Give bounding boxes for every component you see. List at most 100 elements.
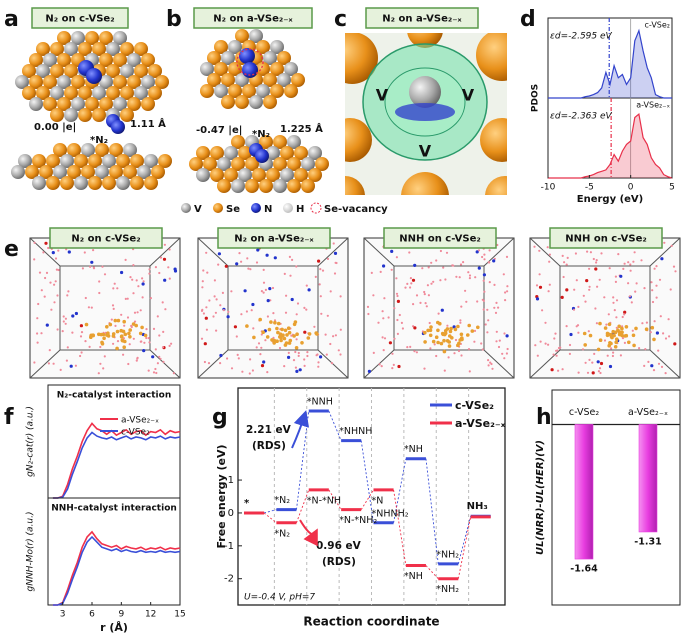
atom [181, 203, 191, 213]
molecule-dot [295, 265, 298, 268]
molecule-dot [271, 286, 275, 290]
molecule-dot [372, 294, 375, 297]
molecule-dot [290, 297, 294, 302]
catalyst-dot [294, 346, 299, 350]
atom [277, 51, 291, 65]
molecule-dot [42, 251, 45, 254]
molecule-dot [329, 342, 332, 346]
molecule-dot [585, 279, 589, 283]
atom [409, 76, 441, 108]
atom [200, 62, 214, 76]
atom [64, 42, 78, 56]
atom [120, 86, 134, 100]
molecule-dot [538, 249, 541, 252]
molecule-dot [650, 364, 654, 368]
catalyst-dot [285, 333, 289, 337]
molecule-dot [406, 282, 409, 285]
molecule-dot [156, 362, 159, 365]
annotation: U=-0.4 V, pH=7 [244, 593, 315, 603]
molecule-dot [214, 311, 217, 314]
atom [134, 86, 148, 100]
molecule-dot [88, 345, 91, 348]
molecule-dot [555, 354, 558, 357]
molecule-dot [611, 354, 615, 358]
molecule-dot [54, 280, 57, 283]
y-axis-label: UL(NRR)-UL(HER)(V) [535, 440, 546, 555]
catalyst-dot [115, 329, 120, 334]
atom [256, 40, 270, 54]
atom [64, 86, 78, 100]
molecule-dot [557, 346, 561, 350]
atom [345, 118, 372, 162]
molecule-dot [381, 310, 384, 313]
molecule-dot [36, 317, 39, 320]
molecule-dot [596, 360, 600, 364]
molecule-dot [54, 257, 58, 260]
molecule-dot [390, 268, 393, 271]
molecule-dot [653, 267, 656, 270]
atom [106, 42, 120, 56]
atom [345, 33, 378, 84]
molecule-dot [205, 328, 208, 331]
molecule-dot [33, 241, 36, 244]
level-connector [457, 516, 472, 565]
molecule-dot [321, 269, 325, 272]
catalyst-dot [279, 338, 283, 343]
catalyst-dot [89, 335, 93, 340]
molecule-dot [170, 342, 173, 345]
molecule-dot [396, 318, 399, 322]
legend-label: c-VSe₂ [121, 428, 150, 438]
molecule-dot [458, 276, 461, 279]
atom [252, 168, 266, 182]
molecule-dot [400, 321, 403, 324]
atom [53, 165, 67, 179]
molecule-dot [372, 351, 375, 354]
atom [231, 179, 245, 193]
molecule-dot [629, 269, 632, 272]
molecule-dot [141, 277, 144, 280]
molecule-dot [337, 349, 340, 352]
molecule-dot [133, 320, 137, 323]
catalyst-dot [97, 332, 101, 337]
catalyst-dot [448, 329, 453, 334]
x-tick-label: -5 [585, 183, 594, 193]
molecule-dot [409, 286, 412, 289]
atom [106, 86, 120, 100]
catalyst-dot [434, 335, 439, 340]
molecule-dot [629, 263, 632, 266]
molecule-dot [608, 267, 611, 270]
molecule-dot [98, 291, 101, 295]
atom [287, 179, 301, 193]
atom [270, 40, 284, 54]
catalyst-dot [442, 338, 446, 343]
y-axis-label: PDOS [531, 84, 541, 112]
legend-label: a-VSe₂₋ₓ [455, 417, 506, 430]
sim-box-edge [529, 237, 561, 267]
molecule-dot [219, 353, 223, 358]
molecule-dot [248, 372, 251, 375]
molecule-dot [164, 308, 167, 311]
catalyst-dot [276, 330, 280, 335]
molecule-dot [212, 315, 215, 318]
structure-view: V V V [345, 33, 507, 195]
molecule-dot [262, 360, 266, 364]
molecule-dot [423, 293, 426, 296]
atom [224, 168, 238, 182]
molecule-dot [333, 272, 337, 275]
atom [231, 135, 245, 149]
molecule-dot [594, 307, 597, 310]
molecule-dot [548, 260, 551, 263]
catalyst-dot [614, 340, 618, 345]
molecule-dot [235, 262, 239, 266]
catalyst-dot [106, 334, 111, 338]
legend-label: Se [226, 204, 240, 215]
molecule-dot [306, 354, 309, 358]
molecule-dot [473, 340, 476, 343]
molecule-dot [163, 278, 167, 282]
molecule-dot [638, 347, 641, 350]
molecule-dot [64, 322, 67, 325]
x-tick-label: 5 [669, 183, 675, 193]
molecule-dot [213, 279, 216, 282]
atom [214, 62, 228, 76]
catalyst-dot [598, 338, 603, 343]
